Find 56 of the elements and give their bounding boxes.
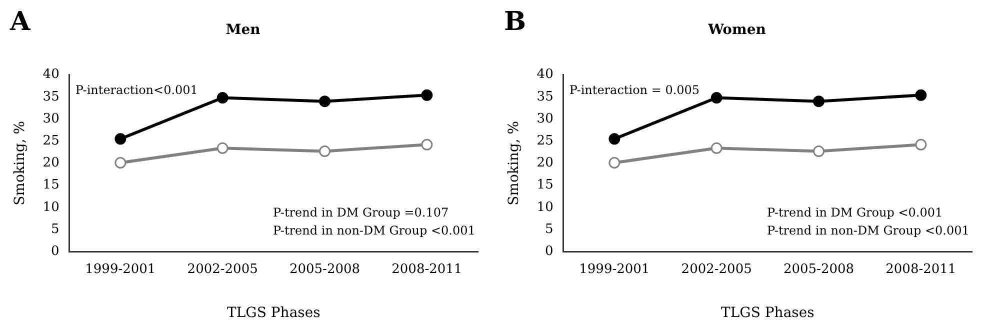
chart-title: Women bbox=[707, 22, 766, 38]
point bbox=[216, 92, 228, 104]
point bbox=[608, 133, 620, 145]
y-tick-label: 35 bbox=[42, 89, 60, 104]
point bbox=[421, 89, 433, 101]
x-tick-label: 2002-2005 bbox=[187, 262, 258, 277]
x-axis-title: TLGS Phases bbox=[721, 305, 814, 322]
y-tick-label: 25 bbox=[536, 133, 554, 148]
annotation: P-trend in DM Group =0.107 bbox=[273, 206, 449, 220]
x-tick-label: 2008-2011 bbox=[886, 262, 956, 277]
annotation: P-trend in non-DM Group <0.001 bbox=[767, 224, 970, 238]
point bbox=[216, 142, 228, 154]
y-tick-label: 35 bbox=[536, 89, 554, 104]
y-tick-label: 20 bbox=[42, 156, 60, 171]
text: B bbox=[504, 6, 526, 37]
y-tick-label: 10 bbox=[536, 200, 554, 215]
y-axis-title: Smoking, % bbox=[506, 120, 522, 206]
y-tick-label: 40 bbox=[42, 67, 60, 82]
point bbox=[710, 92, 722, 104]
x-axis-title: TLGS Phases bbox=[227, 305, 320, 322]
point bbox=[114, 133, 126, 145]
point bbox=[319, 96, 331, 108]
y-axis-title: Smoking, % bbox=[12, 120, 28, 206]
x-tick-label: 2008-2011 bbox=[392, 262, 462, 277]
y-tick-label: 15 bbox=[536, 178, 554, 193]
point bbox=[114, 157, 126, 169]
point bbox=[421, 138, 433, 150]
point bbox=[813, 146, 825, 158]
annotation: P-trend in DM Group <0.001 bbox=[767, 206, 943, 220]
x-tick-label: 2005-2008 bbox=[783, 262, 854, 277]
x-tick-label: 2005-2008 bbox=[289, 262, 360, 277]
y-tick-label: 20 bbox=[536, 156, 554, 171]
y-tick-label: 5 bbox=[51, 222, 60, 237]
y-tick-label: 15 bbox=[42, 178, 60, 193]
y-tick-label: 40 bbox=[536, 67, 554, 82]
x-tick-label: 1999-2001 bbox=[579, 262, 650, 277]
y-tick-label: 5 bbox=[545, 222, 554, 237]
text: A bbox=[9, 6, 31, 37]
annotation: P-interaction = 0.005 bbox=[569, 82, 700, 97]
chart-title: Men bbox=[226, 22, 260, 38]
y-tick-label: 10 bbox=[42, 200, 60, 215]
x-tick-label: 2002-2005 bbox=[681, 262, 752, 277]
x-tick-label: 1999-2001 bbox=[85, 262, 156, 277]
point bbox=[608, 157, 620, 169]
point bbox=[319, 146, 331, 158]
point bbox=[710, 142, 722, 154]
point bbox=[915, 89, 927, 101]
y-tick-label: 0 bbox=[545, 244, 554, 259]
y-tick-label: 0 bbox=[51, 244, 60, 259]
y-tick-label: 30 bbox=[42, 111, 60, 126]
annotation: P-trend in non-DM Group <0.001 bbox=[273, 224, 476, 238]
annotation: P-interaction<0.001 bbox=[75, 82, 198, 97]
y-tick-label: 30 bbox=[536, 111, 554, 126]
y-tick-label: 25 bbox=[42, 133, 60, 148]
point bbox=[915, 138, 927, 150]
point bbox=[813, 96, 825, 108]
